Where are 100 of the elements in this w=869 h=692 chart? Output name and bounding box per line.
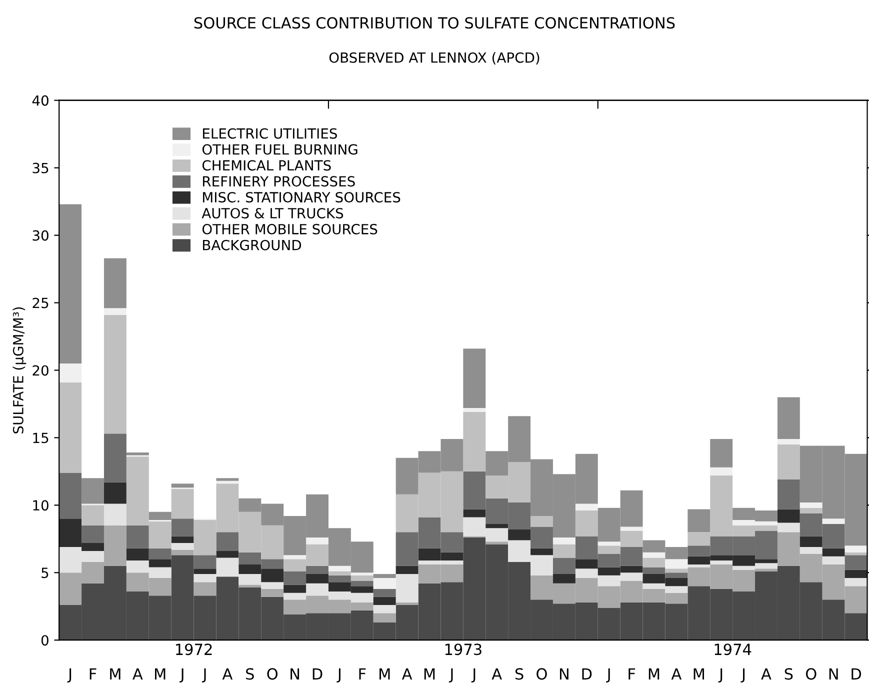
x-tick-label: J <box>448 668 453 683</box>
legend-label: OTHER MOBILE SOURCES <box>202 224 378 234</box>
bar <box>59 472 82 519</box>
x-tick-label: S <box>784 668 793 680</box>
bar <box>665 559 688 569</box>
chart-subtitle: OBSERVED AT LENNOX (APCD) <box>329 52 540 64</box>
legend-label: BACKGROUND <box>203 240 302 250</box>
text: 1974 <box>714 644 752 656</box>
x-tick-label: O <box>536 668 547 680</box>
bar <box>59 363 82 382</box>
y-tick-label: 40 <box>32 95 48 106</box>
bar <box>104 434 126 482</box>
bar <box>148 512 172 520</box>
bar <box>104 504 126 526</box>
bar <box>104 314 126 434</box>
bar <box>844 578 868 586</box>
bar <box>194 555 216 569</box>
x-tick-label: M <box>155 668 166 680</box>
bar <box>800 508 822 514</box>
y-tick-label: 20 <box>32 365 48 376</box>
text: 1972 <box>176 644 212 656</box>
bar <box>126 452 149 456</box>
bar <box>216 480 239 484</box>
bar <box>710 467 733 476</box>
bar <box>777 439 800 444</box>
bar <box>350 572 374 576</box>
bar <box>396 602 418 606</box>
y-tick-label: 25 <box>32 298 48 308</box>
bar <box>463 408 486 412</box>
bar <box>216 551 239 558</box>
bar <box>642 552 666 558</box>
x-tick-label: D <box>852 668 862 680</box>
x-tick-label: F <box>628 668 636 680</box>
x-tick-label: D <box>582 668 592 680</box>
x-tick-label: J <box>471 668 476 683</box>
bar <box>598 542 620 546</box>
x-tick-label: N <box>560 668 568 680</box>
bar <box>373 578 396 589</box>
bar <box>82 505 104 526</box>
bar <box>194 568 216 574</box>
bar <box>126 525 149 548</box>
bar <box>800 546 822 554</box>
chart-title: SOURCE CLASS CONTRIBUTION TO SULFATE CONCENTRATIONS <box>194 17 675 29</box>
bar <box>194 582 216 596</box>
x-tick-label: J <box>606 668 610 683</box>
bar <box>238 584 262 588</box>
x-tick-label: D <box>312 668 322 680</box>
legend-label: ELECTRIC UTILITIES <box>203 128 337 139</box>
bar <box>284 584 306 593</box>
bar <box>261 588 284 597</box>
x-tick-label: J <box>740 668 745 683</box>
bar <box>216 532 239 552</box>
bar <box>800 536 822 547</box>
x-tick-label: J <box>67 668 72 683</box>
y-tick-label: 30 <box>32 230 48 241</box>
bar <box>82 525 104 543</box>
bar <box>328 571 351 576</box>
bar <box>373 605 396 614</box>
x-tick-label: S <box>246 668 254 680</box>
bar <box>171 484 194 488</box>
bar <box>284 555 306 560</box>
legend-label: REFINERY PROCESSES <box>203 176 355 187</box>
bar <box>710 439 733 468</box>
bar <box>777 480 800 510</box>
bar <box>82 478 104 504</box>
bar <box>171 536 194 543</box>
bar <box>486 524 508 528</box>
bar <box>844 546 868 552</box>
x-tick-label: A <box>402 668 412 680</box>
legend-label: MISC. STATIONARY SOURCES <box>203 192 400 203</box>
x-tick-label: A <box>492 668 502 680</box>
bar <box>396 574 418 602</box>
bar <box>777 509 800 523</box>
bar <box>777 444 800 480</box>
x-tick-label: J <box>202 668 206 683</box>
bar <box>216 478 239 481</box>
bar <box>688 564 710 568</box>
bar <box>104 482 126 504</box>
bar <box>350 575 374 581</box>
bar <box>822 518 845 524</box>
bar <box>530 516 553 527</box>
x-tick-label: A <box>671 668 682 680</box>
bar <box>373 588 396 597</box>
bar <box>171 488 194 519</box>
x-tick-label: J <box>718 668 722 683</box>
bar <box>59 204 82 364</box>
y-axis-title: SULFATE (μGM/M³) <box>12 307 26 434</box>
x-tick-label: F <box>359 668 366 680</box>
x-tick-label: J <box>336 668 340 683</box>
bar <box>373 613 396 623</box>
x-tick-label: N <box>829 668 838 680</box>
bar <box>373 574 396 578</box>
x-tick-label: M <box>380 668 390 680</box>
bar <box>508 529 531 540</box>
bar <box>665 568 688 573</box>
y-tick-label: 35 <box>32 162 48 174</box>
bar <box>486 542 508 544</box>
bar <box>822 548 845 556</box>
x-tick-label: N <box>290 668 300 680</box>
bar <box>373 596 396 606</box>
